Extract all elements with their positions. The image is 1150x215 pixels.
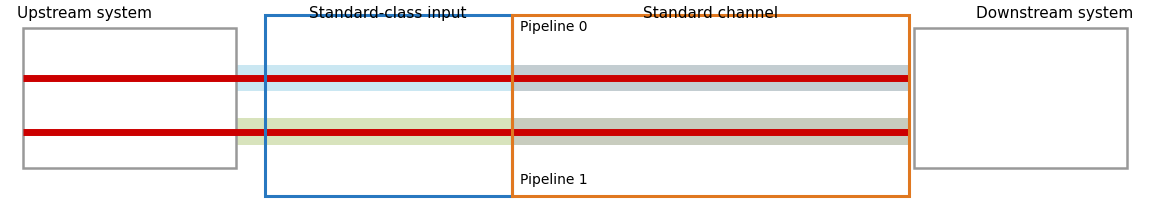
- Bar: [512, 15, 908, 196]
- Bar: [23, 28, 236, 168]
- Text: Downstream system: Downstream system: [975, 6, 1133, 22]
- Text: Pipeline 1: Pipeline 1: [520, 172, 588, 187]
- Text: Standard channel: Standard channel: [643, 6, 779, 22]
- Bar: [914, 28, 1127, 168]
- Bar: [236, 118, 909, 145]
- Text: Upstream system: Upstream system: [17, 6, 152, 22]
- Bar: [512, 118, 908, 145]
- Bar: [264, 15, 512, 196]
- Bar: [236, 64, 909, 91]
- Text: Pipeline 0: Pipeline 0: [520, 20, 588, 34]
- Text: Standard-class input: Standard-class input: [309, 6, 466, 22]
- Bar: [512, 64, 908, 91]
